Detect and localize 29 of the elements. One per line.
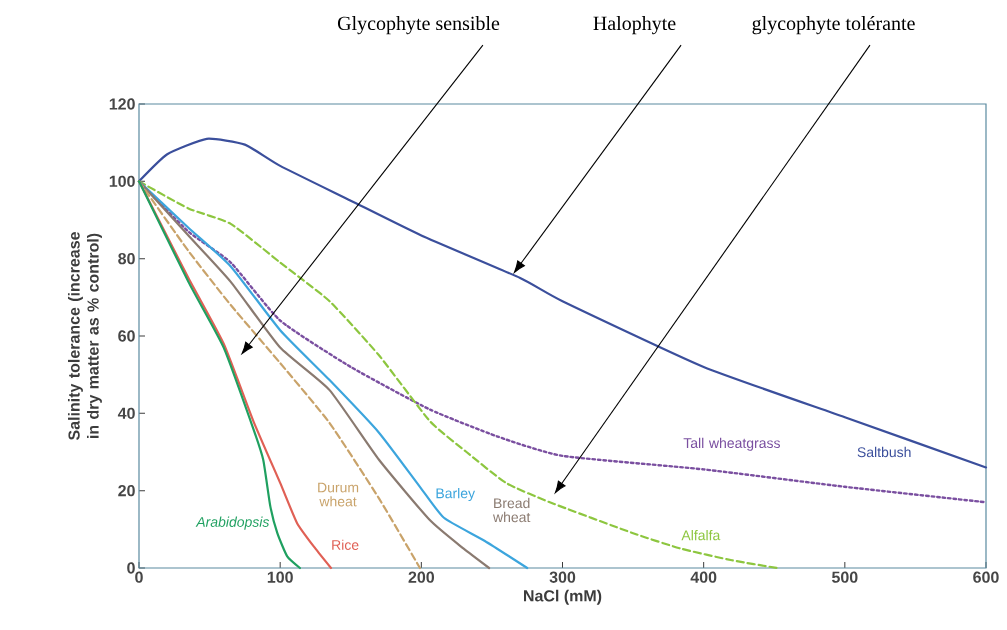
series-label: Rice	[332, 539, 359, 550]
x-tick-label: 200	[408, 571, 435, 583]
series-label: Tall wheatgrass	[683, 437, 780, 451]
text: Halophyte	[593, 16, 676, 35]
series-label: Arabidopsis	[195, 516, 270, 530]
series-label: Durum wheat	[318, 482, 359, 507]
x-tick-label: 0	[135, 571, 143, 583]
x-tick-label: 600	[973, 571, 999, 583]
y-tick-label: 120	[109, 98, 135, 110]
x-tick-label: 100	[267, 571, 293, 583]
line-series	[137, 180, 302, 570]
x-tick-label: 400	[690, 571, 717, 583]
line-series	[137, 137, 988, 469]
x-tick-label: 300	[549, 571, 576, 583]
y-tick-label: 0	[127, 562, 135, 574]
y-tick-label: 40	[117, 407, 135, 419]
series-label: Barley	[436, 488, 476, 502]
y-tick-label: 100	[109, 175, 135, 187]
y-axis-title: Salinity tolerance (increase in dry matter as % control)	[68, 232, 102, 441]
text: Bread wheat	[492, 497, 531, 523]
text: Glycophyte sensible	[337, 16, 500, 35]
y-tick-label: 20	[118, 485, 135, 497]
series-label: Saltbush	[857, 446, 911, 458]
x-axis-title: NaCl (mM)	[524, 589, 602, 605]
y-tick-label: 80	[118, 253, 135, 265]
x-tick-label: 500	[831, 571, 858, 583]
y-tick-label: 60	[118, 330, 135, 342]
text: glycophyte tolérante	[752, 16, 915, 35]
series-label: Alfalfa	[681, 529, 721, 541]
